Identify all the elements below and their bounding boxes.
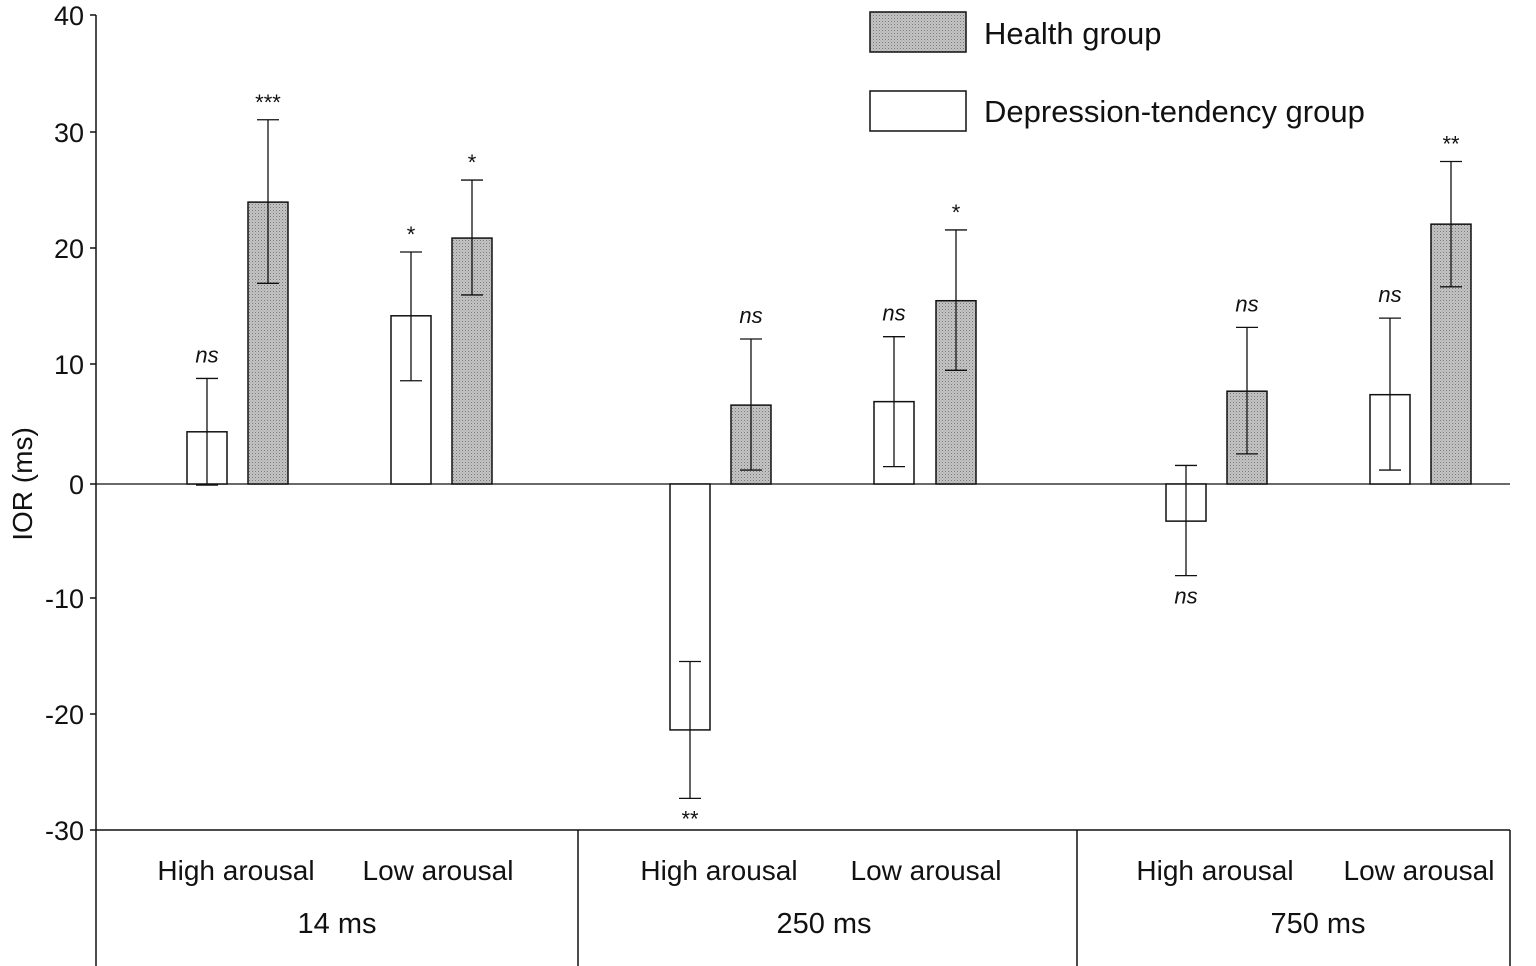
significance-label: ** [681,806,699,831]
significance-label: ns [1235,291,1258,316]
legend-label-health: Health group [984,16,1162,51]
bar-health [451,237,493,485]
significance-label: * [407,222,416,247]
group-label: 250 ms [776,908,871,940]
condition-label: High arousal [640,855,797,886]
legend-swatch-depression [869,90,967,132]
legend-swatch-health [869,11,967,53]
y-tick-label: 20 [54,234,84,264]
significance-label: ns [1174,584,1197,609]
group-label: 750 ms [1270,908,1365,940]
legend-label-depression: Depression-tendency group [984,94,1365,129]
condition-label: Low arousal [1344,855,1495,886]
significance-label: ** [1442,132,1460,157]
condition-label: High arousal [157,855,314,886]
y-tick-label: 0 [69,470,84,500]
y-tick-label: 10 [54,350,84,380]
significance-label: *** [255,90,281,115]
group-label: 14 ms [298,908,377,940]
y-tick-label: 30 [54,118,84,148]
significance-label: ns [1378,282,1401,307]
condition-label: Low arousal [851,855,1002,886]
y-tick-label: 40 [54,1,84,31]
legend: Health group Depression-tendency group [869,11,1365,132]
significance-label: ns [195,342,218,367]
significance-label: * [952,200,961,225]
significance-label: * [468,150,477,175]
y-tick-label: -10 [45,584,84,614]
significance-label: ns [739,303,762,328]
y-tick-label: -30 [45,816,84,846]
significance-label: ns [882,301,905,326]
condition-label: High arousal [1136,855,1293,886]
y-axis-title: IOR (ms) [7,427,38,541]
condition-label: Low arousal [363,855,514,886]
y-tick-label: -20 [45,700,84,730]
